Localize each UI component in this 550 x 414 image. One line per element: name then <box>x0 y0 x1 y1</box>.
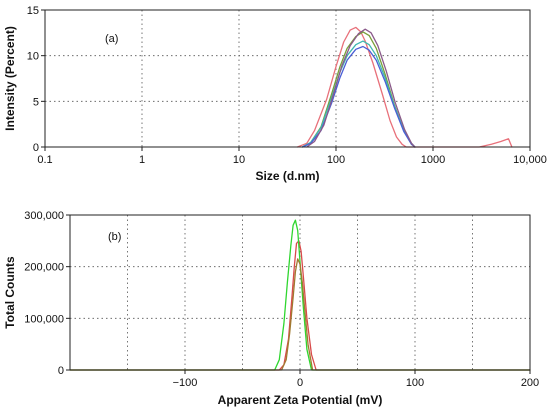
y-tick-label: 5 <box>33 96 39 108</box>
panel-a-label: (a) <box>105 33 118 45</box>
y-tick-label: 10 <box>27 51 39 63</box>
series-line <box>69 219 531 371</box>
x-tick-label: 10 <box>233 154 245 166</box>
panel-a-series <box>296 26 513 148</box>
x-tick-label: 100 <box>327 154 345 166</box>
panel-b-grid <box>70 215 530 370</box>
x-tick-label: 1000 <box>421 154 445 166</box>
series-line <box>69 258 531 371</box>
panel-b-x-tick-labels: −100 0 100 200 <box>173 370 539 389</box>
panel-b-series <box>69 219 531 371</box>
panel-b-y-tick-labels: 0 100,000 200,000 300,000 <box>24 210 70 377</box>
y-tick-label: 100,000 <box>24 313 64 325</box>
series-line <box>301 40 416 148</box>
plot-frame <box>44 9 531 148</box>
x-tick-label: −100 <box>173 377 198 389</box>
series-line <box>306 28 416 148</box>
y-tick-label: 300,000 <box>24 210 64 222</box>
panel-b-x-axis-title: Apparent Zeta Potential (mV) <box>218 393 383 407</box>
x-tick-label: 100 <box>406 377 424 389</box>
panel-a-size-distribution: 0.1 1 10 100 1000 10,000 0 5 10 15 (a) Size (d.n… <box>3 5 547 183</box>
y-tick-label: 0 <box>58 365 64 377</box>
panel-b-y-axis-title: Total Counts <box>3 256 17 329</box>
y-tick-label: 15 <box>27 5 39 17</box>
panel-a-frame <box>44 9 531 148</box>
panel-a-x-axis-title: Size (d.nm) <box>255 169 319 183</box>
x-tick-label: 10,000 <box>513 154 547 166</box>
x-tick-label: 1 <box>139 154 145 166</box>
panel-a-x-tick-labels: 0.1 1 10 100 1000 10,000 <box>37 147 547 166</box>
panel-a-grid <box>45 10 530 147</box>
y-tick-label: 200,000 <box>24 262 64 274</box>
panel-b-label: (b) <box>108 231 121 243</box>
x-tick-label: 200 <box>521 377 539 389</box>
series-line <box>296 26 513 148</box>
series-line <box>69 240 531 371</box>
x-tick-label: 0.1 <box>37 154 52 166</box>
panel-a-y-axis-title: Intensity (Percent) <box>3 26 17 131</box>
y-tick-label: 0 <box>33 142 39 154</box>
panel-b-zeta-potential: −100 0 100 200 0 100,000 200,000 300,000 (b) A… <box>3 210 539 407</box>
panel-a-y-tick-labels: 0 5 10 15 <box>27 5 45 154</box>
x-tick-label: 0 <box>297 377 303 389</box>
